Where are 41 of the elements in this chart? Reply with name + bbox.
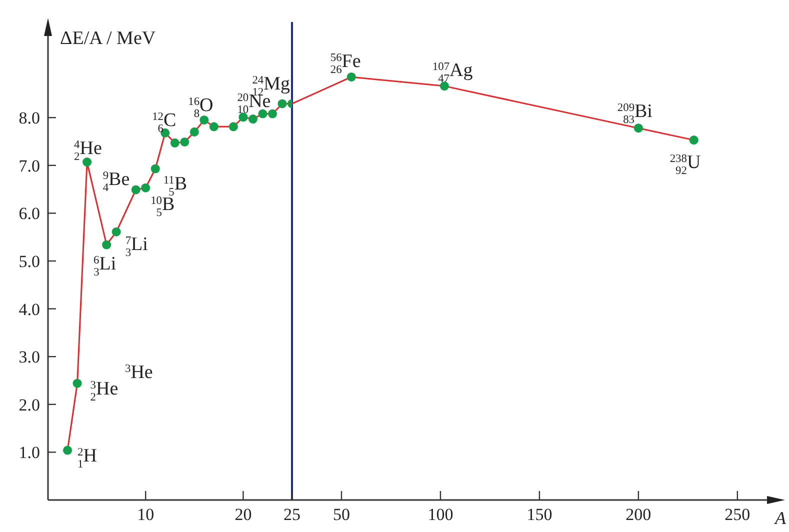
- point: [82, 158, 92, 167]
- point: [150, 164, 160, 174]
- y-tick-label: 6.0: [18, 204, 40, 224]
- x-axis-title: A: [774, 508, 787, 528]
- point: [200, 115, 209, 124]
- point: [278, 99, 287, 108]
- point: [268, 109, 277, 118]
- point: [209, 122, 218, 132]
- point: [112, 227, 121, 236]
- point: [63, 446, 72, 455]
- x-tick-label: 50: [332, 505, 350, 524]
- point: [228, 122, 238, 132]
- point: [248, 114, 258, 124]
- y-tick-label: 5.0: [18, 252, 40, 272]
- point: [170, 138, 180, 148]
- x-tick-label: 100: [428, 505, 454, 524]
- x-tick-label: 20: [234, 505, 252, 524]
- point: [72, 378, 82, 388]
- y-tick-label: 2.0: [18, 395, 40, 414]
- x-tick-label: 250: [724, 505, 750, 524]
- point: [346, 72, 356, 82]
- y-tick-label: 1.0: [18, 443, 40, 462]
- point: [102, 240, 112, 250]
- y-axis-title: ΔE/A / MeV: [60, 28, 156, 49]
- y-tick-label: 7.0: [18, 156, 40, 176]
- x-tick-label: 150: [526, 505, 552, 524]
- point: [141, 183, 150, 192]
- y-tick-label: 8.0: [18, 108, 40, 128]
- x-tick-label: 200: [626, 505, 652, 524]
- y-tick-label: 3.0: [18, 348, 40, 367]
- x-tick-label: 10: [137, 505, 154, 524]
- x-tick-label: 25: [284, 505, 300, 524]
- point: [131, 185, 140, 194]
- point: [180, 137, 190, 146]
- point: [634, 124, 643, 133]
- annotation: $^{3}$He: [125, 362, 153, 383]
- point: [440, 82, 449, 91]
- point: [258, 109, 268, 118]
- point: [190, 127, 199, 136]
- point: [689, 136, 698, 145]
- y-tick-label: 4.0: [18, 300, 40, 319]
